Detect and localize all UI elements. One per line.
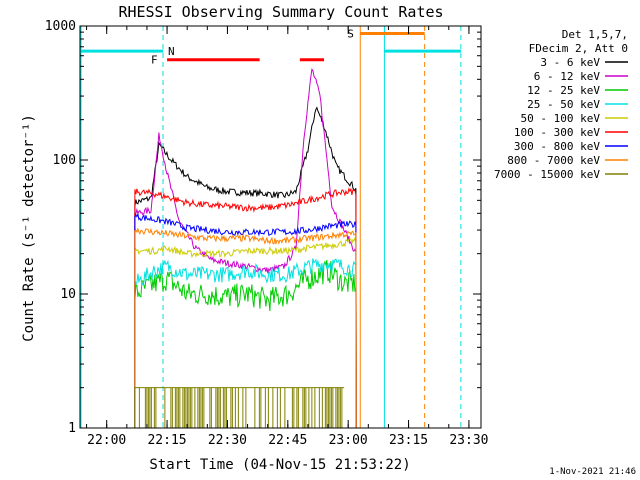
axes: 22:00 22:15 22:30 22:45 23:00 23:15 23:30 1 10 10… — [45, 19, 489, 448]
series-line — [134, 212, 357, 429]
y-tick-label: 10 — [60, 287, 76, 302]
x-tick-label: 22:45 — [268, 433, 307, 448]
x-axis-label: Start Time (04-Nov-15 21:53:22) — [149, 457, 410, 473]
legend-header: Det 1,5,7, — [562, 28, 628, 41]
x-tick-label: 22:30 — [208, 433, 247, 448]
legend-entry-label: 800 - 7000 keV — [507, 154, 600, 167]
legend-entry-label: 6 - 12 keV — [534, 70, 601, 83]
series-line — [134, 258, 357, 429]
legend-entry-label: 300 - 800 keV — [514, 140, 600, 153]
series-100-300keV — [134, 187, 357, 429]
y-axis-label: Count Rate (s⁻¹ detector⁻¹) — [21, 114, 37, 342]
timestamp: 1-Nov-2021 21:46 — [549, 467, 636, 477]
legend-entry-label: 50 - 100 keV — [521, 112, 601, 125]
legend-entry-label: 3 - 6 keV — [540, 56, 600, 69]
series-7000-15000keV — [134, 387, 345, 428]
legend-entry-label: 7000 - 15000 keV — [494, 168, 600, 181]
series-3-6keV — [134, 106, 357, 429]
legend-entry-label: 25 - 50 keV — [527, 98, 600, 111]
series-50-100keV — [134, 237, 357, 429]
legend-header: FDecim 2, Att 0 — [529, 42, 628, 55]
chart-title: RHESSI Observing Summary Count Rates — [118, 3, 443, 21]
annotation-F: F — [151, 54, 158, 67]
series-300-800keV — [134, 212, 357, 429]
series-line — [134, 106, 357, 429]
x-tick-label: 22:00 — [87, 433, 126, 448]
legend-entry-label: 100 - 300 keV — [514, 126, 600, 139]
series-25-50keV — [134, 258, 357, 429]
y-tick-label: 1000 — [45, 19, 76, 34]
series-line — [134, 227, 357, 429]
series-12-25keV — [134, 259, 357, 429]
x-tick-label: 23:30 — [449, 433, 488, 448]
legend-entry-label: 12 - 25 keV — [527, 84, 600, 97]
series-layer — [134, 68, 357, 429]
x-tick-label: 23:15 — [389, 433, 428, 448]
x-tick-label: 23:00 — [329, 433, 368, 448]
annotation-N: N — [168, 45, 175, 58]
series-6-12keV — [134, 68, 357, 429]
series-line — [134, 187, 357, 429]
x-tick-label: 22:15 — [147, 433, 186, 448]
annotation-S: S — [347, 27, 354, 40]
observing-bands: NF S — [80, 26, 462, 428]
y-tick-label: 100 — [53, 153, 76, 168]
series-line — [134, 237, 357, 429]
plot-frame — [79, 25, 482, 429]
series-800-7000keV — [134, 227, 357, 429]
series-line — [134, 259, 357, 429]
y-tick-label: 1 — [68, 421, 76, 436]
series-line — [134, 68, 357, 429]
